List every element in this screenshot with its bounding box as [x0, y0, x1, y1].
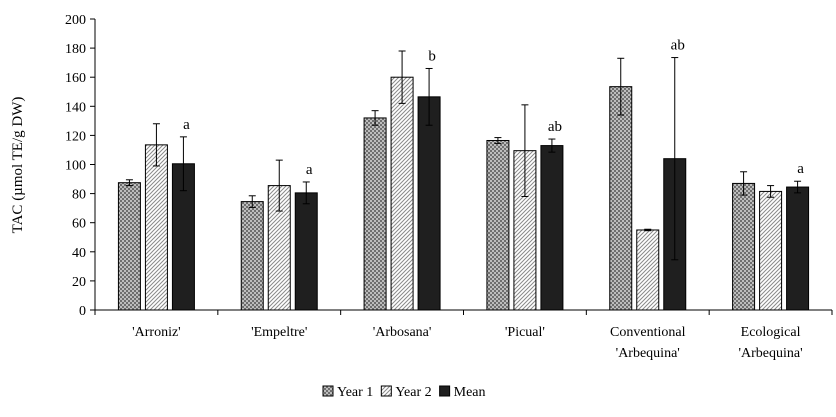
error-bars-group	[125, 50, 802, 261]
y-tick-label: 120	[65, 129, 86, 144]
x-tick-label: 'Arbequina'	[739, 346, 803, 361]
y-tick-label: 60	[72, 217, 86, 232]
bar-year-1	[732, 182, 756, 311]
legend-swatch	[380, 385, 392, 397]
legend-label: Year 1	[337, 385, 373, 400]
y-axis: 0 20 40 60 80 100 120 140 160 180 200	[65, 13, 96, 319]
y-tick-label: 100	[65, 159, 86, 174]
x-tick-label: Conventional	[610, 325, 686, 340]
x-axis: 'Arroniz' 'Empeltre' 'Arbosana' 'Picual' Con…	[94, 309, 833, 361]
y-tick-label: 80	[72, 188, 86, 203]
bar-year-2	[390, 76, 414, 311]
significance-label: b	[428, 48, 436, 64]
y-tick-label: 200	[65, 13, 86, 28]
x-tick-label: 'Arbequina'	[616, 346, 680, 361]
significance-label: a	[183, 117, 190, 133]
x-tick-label: 'Arbosana'	[373, 325, 432, 340]
x-tick-label: 'Picual'	[505, 325, 545, 340]
bar-year-1	[363, 117, 387, 311]
bar-year-1	[486, 139, 510, 311]
y-tick-label: 40	[72, 246, 86, 261]
legend-swatch	[322, 385, 334, 397]
bar-year-2	[759, 190, 783, 311]
bars-group	[117, 76, 810, 311]
bar-year-1	[240, 201, 264, 311]
significance-label: ab	[671, 38, 685, 54]
significance-label: ab	[548, 119, 562, 135]
bar-year-2	[144, 144, 168, 311]
x-tick-label: Ecological	[741, 325, 801, 340]
legend-label: Year 2	[395, 385, 431, 400]
legend-item: Mean	[439, 385, 486, 400]
x-tick-label: 'Arroniz'	[132, 325, 181, 340]
bar-year-1	[609, 86, 633, 311]
y-tick-label: 180	[65, 42, 86, 57]
bar-year-1	[117, 182, 141, 311]
legend-swatch	[439, 385, 451, 397]
legend-item: Year 1	[322, 385, 373, 400]
legend-label: Mean	[454, 385, 486, 400]
legend-item: Year 2	[380, 385, 432, 400]
y-tick-label: 160	[65, 71, 86, 86]
y-axis-title: TAC (µmol TE/g DW)	[10, 97, 26, 234]
legend: Year 1 Year 2 Mean	[322, 385, 486, 400]
bar-mean	[540, 145, 564, 311]
significance-label: a	[306, 162, 313, 178]
significance-label: a	[797, 161, 804, 177]
bar-year-2	[636, 229, 660, 311]
bar-mean	[786, 186, 810, 311]
y-tick-label: 0	[79, 304, 86, 319]
x-tick-label: 'Empeltre'	[251, 325, 307, 340]
y-tick-label: 20	[72, 275, 86, 290]
bar-mean	[417, 96, 441, 311]
y-tick-label: 140	[65, 100, 86, 115]
bar-mean	[294, 192, 318, 311]
